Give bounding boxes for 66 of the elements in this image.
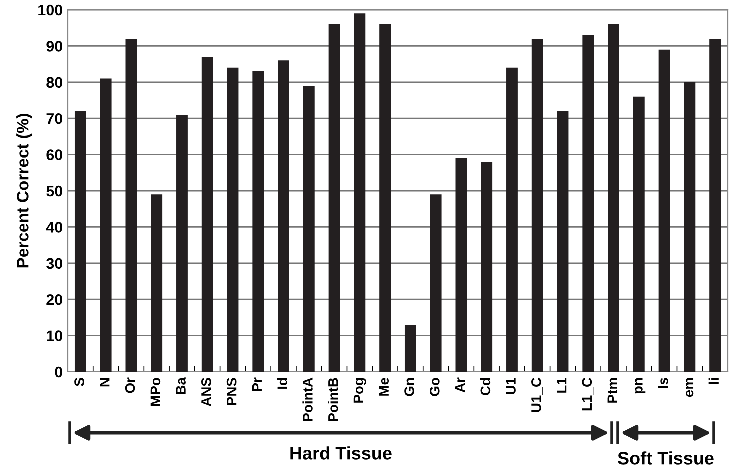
bar <box>126 38 138 372</box>
x-tick-label: ls <box>658 378 668 388</box>
x-tick-label: Ptm <box>608 378 618 403</box>
x-tick-label: L1_C <box>582 378 594 411</box>
bar <box>608 24 620 372</box>
bar <box>582 35 594 372</box>
x-tick-label: L1 <box>557 378 567 393</box>
y-tick-label: 60 <box>46 150 63 160</box>
bar <box>151 194 163 372</box>
bar <box>684 82 696 372</box>
bar <box>481 162 493 372</box>
y-tick-label: 10 <box>47 330 63 342</box>
bar <box>633 96 645 372</box>
y-tick-label: 80 <box>46 77 63 88</box>
bar <box>380 24 392 372</box>
y-tick-label: 0 <box>55 366 63 378</box>
x-tick-label: PointB <box>328 378 338 422</box>
x-tick-label: li <box>708 378 719 384</box>
bar <box>328 24 340 372</box>
x-tick-label: Me <box>379 378 390 396</box>
x-tick-label: Cd <box>480 378 491 396</box>
bar <box>354 14 366 372</box>
x-tick-label: U1_C <box>532 378 543 412</box>
text: Hard Tissue <box>290 446 392 460</box>
y-tick-label: 50 <box>46 186 63 197</box>
bar <box>710 38 722 372</box>
bar <box>303 86 315 372</box>
bar <box>202 57 214 372</box>
x-tick-label: em <box>686 378 694 398</box>
bar <box>456 158 468 372</box>
y-tick-label: 90 <box>46 41 63 52</box>
bar <box>506 68 518 372</box>
x-tick-label: Or <box>125 378 136 394</box>
x-tick-label: PointA <box>302 378 313 422</box>
bar <box>557 111 569 372</box>
x-tick-label: Pr <box>252 378 262 392</box>
y-axis-title: Percent Correct (%) <box>16 114 32 268</box>
x-tick-label: Ar <box>456 378 466 393</box>
x-tick-label: U1 <box>506 378 516 394</box>
bar <box>100 78 112 372</box>
y-tick-label: 20 <box>46 294 63 306</box>
x-tick-label: Go <box>430 378 440 396</box>
bar <box>252 72 264 372</box>
x-tick-label: N <box>100 378 110 387</box>
x-tick-label: pn <box>635 378 646 394</box>
bar <box>658 50 670 372</box>
x-tick-label: ANS <box>202 378 212 407</box>
bar <box>430 194 442 372</box>
y-tick-label: 70 <box>46 113 63 124</box>
x-tick-label: MPo <box>150 378 161 406</box>
x-tick-label: Gn <box>404 378 414 396</box>
x-tick-label: Ba <box>176 377 186 394</box>
x-tick-label: PNS <box>226 378 237 406</box>
x-tick-label: Id <box>277 378 288 389</box>
bar <box>278 60 290 372</box>
bar <box>176 114 188 372</box>
bar <box>404 324 416 372</box>
bar <box>74 111 86 372</box>
x-tick-label: S <box>74 378 84 386</box>
y-tick-label: 30 <box>46 258 63 270</box>
y-tick-label: 40 <box>46 222 63 233</box>
bar <box>227 68 239 372</box>
y-tick-label: 100 <box>38 4 63 16</box>
text: Soft Tissue <box>618 452 714 465</box>
bar <box>532 38 544 372</box>
x-tick-label: Pog <box>354 378 366 403</box>
